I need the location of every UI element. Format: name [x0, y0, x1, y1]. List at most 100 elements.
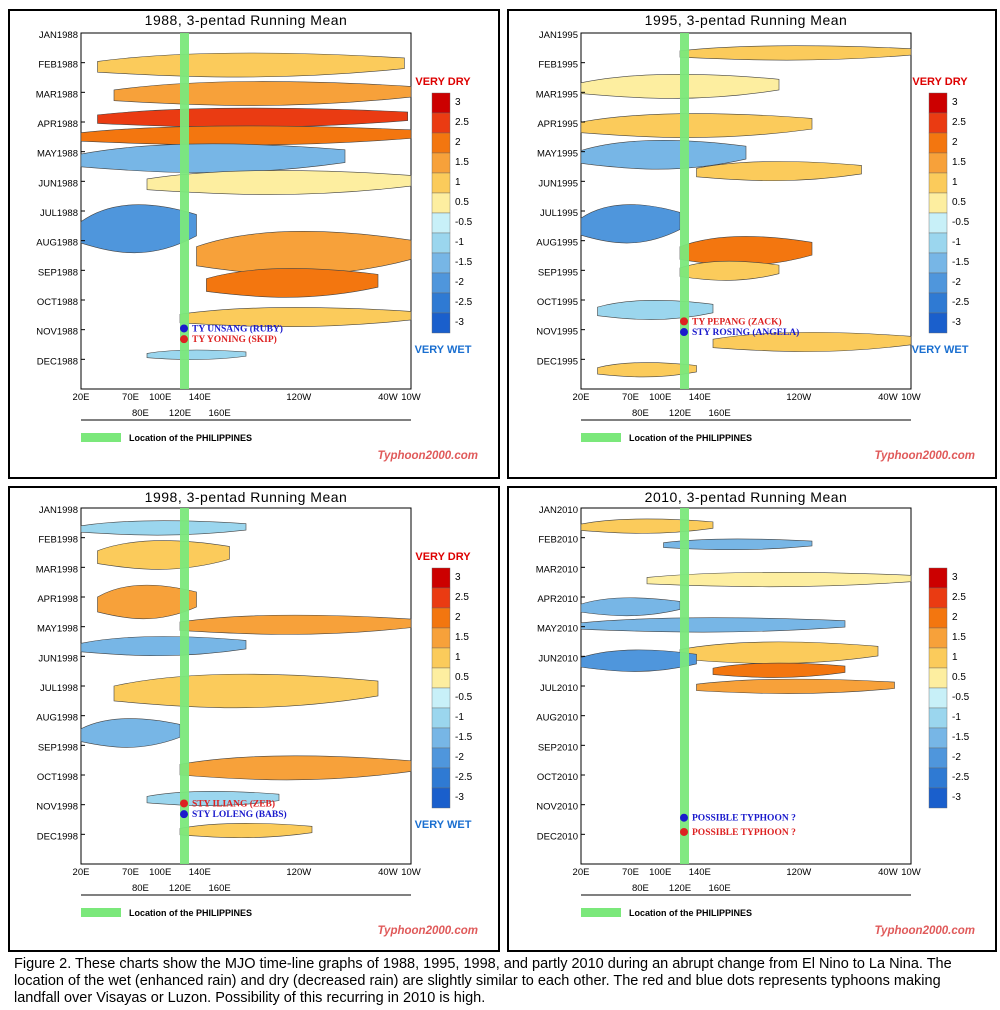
chart-svg-1998: 1998, 3-pentad Running Mean JAN1998 FEB199… [36, 489, 478, 937]
y-tick-label: SEP1988 [38, 267, 78, 278]
contour-region [80, 636, 247, 657]
x-tick-label: 120E [169, 883, 191, 894]
x-tick-label: 140E [689, 867, 711, 878]
y-tick-label: MAY1995 [537, 149, 578, 160]
colorbar-label: 3 [952, 97, 958, 108]
philippines-legend-swatch [581, 433, 621, 442]
contour-region [663, 538, 813, 551]
philippines-legend-swatch [81, 433, 121, 442]
philippines-band [180, 33, 189, 389]
contour-region [679, 260, 780, 281]
x-tick-label: 120E [169, 408, 191, 419]
contour-region [179, 307, 412, 327]
colorbar-swatch [431, 292, 451, 314]
colorbar-swatch [928, 627, 948, 649]
y-tick-label: AUG2010 [536, 713, 578, 724]
y-tick-label: MAR1995 [536, 89, 578, 100]
philippines-legend-swatch [81, 908, 121, 917]
y-tick-label: FEB1995 [538, 60, 578, 71]
chart-panel-1998: 1998, 3-pentad Running Mean JAN1998 FEB199… [8, 486, 500, 952]
x-tick-label: 10W [901, 867, 921, 878]
colorbar-swatch [928, 787, 948, 809]
colorbar-swatch [431, 607, 451, 629]
colorbar-swatch [928, 192, 948, 214]
colorbar-label: -1 [455, 237, 464, 248]
y-tick-label: SEP1998 [38, 742, 78, 753]
colorbar-label: 2 [455, 137, 461, 148]
x-tick-label: 80E [132, 883, 149, 894]
x-tick-label: 40W [878, 867, 898, 878]
typhoon-dot [680, 328, 688, 337]
colorbar-label: 1.5 [455, 157, 469, 168]
y-tick-label: MAY1998 [37, 624, 78, 635]
contour-region [179, 614, 412, 635]
y-tick-label: FEB1998 [38, 535, 78, 546]
colorbar-label: 3 [952, 572, 958, 583]
x-tick-label: 160E [709, 408, 731, 419]
typhoon-label: POSSIBLE TYPHOON ? [692, 814, 796, 824]
x-tick-label: 70E [622, 392, 639, 403]
x-tick-label: 120W [786, 392, 811, 403]
contour-region [580, 649, 697, 672]
y-tick-label: JUL1988 [40, 208, 78, 219]
colorbar-label: 1 [952, 177, 958, 188]
y-tick-label: JUN1995 [538, 178, 578, 189]
contour-region [80, 520, 247, 536]
colorbar-swatch [431, 172, 451, 194]
colorbar-label: 2.5 [455, 117, 469, 128]
y-tick-label: NOV1998 [36, 802, 78, 813]
contour-region [712, 332, 912, 352]
colorbar-swatch [431, 747, 451, 769]
chart-svg-2010: 2010, 3-pentad Running Mean JAN2010 FEB201… [536, 489, 975, 937]
x-tick-label: 100E [149, 867, 171, 878]
colorbar-label: -2 [952, 277, 961, 288]
colorbar-swatch [928, 647, 948, 669]
colorbar-swatch [431, 567, 451, 589]
x-tick-label: 120W [286, 867, 311, 878]
colorbar-swatch [928, 152, 948, 174]
colorbar-swatch [928, 747, 948, 769]
typhoon-dot [180, 335, 188, 344]
contour-region [80, 143, 346, 174]
x-tick-label: 10W [901, 392, 921, 403]
plot-area [80, 32, 412, 390]
plot-area [580, 32, 912, 390]
colorbar-swatch [928, 132, 948, 154]
y-tick-label: AUG1988 [36, 238, 78, 249]
y-tick-label: NOV1988 [36, 327, 78, 338]
typhoon-label: TY UNSANG (RUBY) [192, 323, 283, 334]
colorbar-label: -2.5 [952, 772, 970, 783]
colorbar-swatch [431, 787, 451, 809]
colorbar-label: -3 [455, 317, 464, 328]
y-tick-label: MAY2010 [537, 624, 578, 635]
contour-region [580, 617, 846, 633]
y-tick-label: JUN1998 [38, 653, 78, 664]
colorbar-label: -3 [952, 792, 961, 803]
x-tick-label: 10W [401, 867, 421, 878]
watermark: Typhoon2000.com [377, 925, 478, 937]
colorbar-swatch [431, 132, 451, 154]
x-tick-label: 120W [786, 867, 811, 878]
contour-region [712, 662, 846, 678]
plot-area [580, 507, 912, 865]
very-wet-label: VERY WET [912, 344, 969, 356]
x-tick-label: 80E [132, 408, 149, 419]
colorbar-label: -2 [455, 752, 464, 763]
contour-region [580, 113, 813, 138]
y-tick-label: APR2010 [537, 594, 578, 605]
chart-title: 1998, 3-pentad Running Mean [145, 489, 348, 505]
colorbar-swatch [431, 727, 451, 749]
philippines-legend-label: Location of the PHILIPPINES [629, 908, 752, 918]
x-tick-label: 140E [189, 392, 211, 403]
plot-area [80, 507, 412, 865]
colorbar-swatch [928, 212, 948, 234]
philippines-band [180, 508, 189, 864]
colorbar-label: 1 [455, 177, 461, 188]
contour-region [597, 362, 697, 378]
philippines-legend-label: Location of the PHILIPPINES [129, 908, 252, 918]
colorbar-label: 3 [455, 97, 461, 108]
contour-region [146, 349, 247, 360]
colorbar-swatch [928, 312, 948, 334]
colorbar-swatch [928, 687, 948, 709]
colorbar-label: 1.5 [952, 632, 966, 643]
